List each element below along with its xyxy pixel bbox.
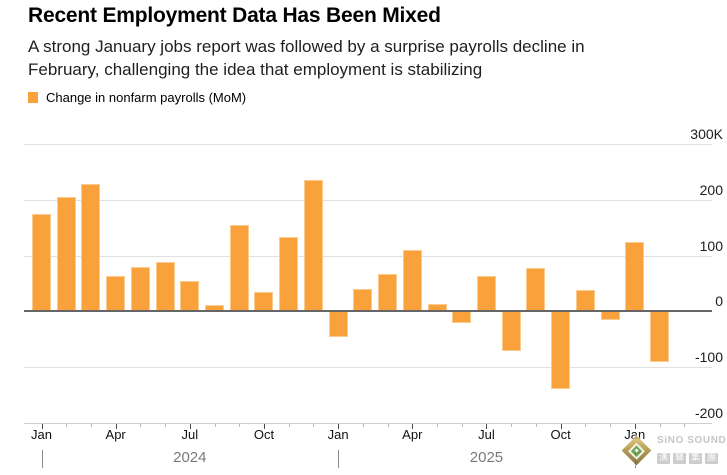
bar-jan-2025 xyxy=(328,311,348,338)
x-axis-tick xyxy=(288,423,290,427)
x-axis-tick xyxy=(362,423,364,427)
subtitle-line-1: A strong January jobs report was followe… xyxy=(28,37,585,56)
gridline-100 xyxy=(24,255,712,257)
x-axis-label-oct-9: Oct xyxy=(253,427,275,442)
bar-nov-2025 xyxy=(575,289,595,312)
x-axis-tick xyxy=(263,423,265,429)
bar-nov-2024 xyxy=(279,236,299,312)
x-axis-tick xyxy=(338,423,340,429)
bar-jul-2024 xyxy=(180,281,200,312)
bar-feb-2026 xyxy=(650,311,669,362)
legend: Change in nonfarm payrolls (MoM) xyxy=(28,90,727,105)
bar-aug-2025 xyxy=(501,311,521,351)
bar-dec-2024 xyxy=(303,180,323,312)
x-axis-label-oct-21: Oct xyxy=(550,427,571,442)
legend-label: Change in nonfarm payrolls (MoM) xyxy=(46,90,247,105)
watermark-chinese-char: 集 xyxy=(689,453,703,464)
bar-sep-2025 xyxy=(526,268,546,312)
x-axis-tick xyxy=(239,423,241,427)
watermark-chinese-char: 團 xyxy=(705,453,719,464)
chart-header: Recent Employment Data Has Been Mixed A … xyxy=(28,4,727,105)
x-axis-tick xyxy=(412,423,414,429)
year-divider xyxy=(338,450,340,468)
x-axis-tick xyxy=(90,423,92,427)
bar-jan-2026 xyxy=(625,241,645,312)
gridline-200 xyxy=(24,199,712,201)
subtitle-line-2: February, challenging the idea that empl… xyxy=(28,60,483,79)
y-axis-label-300K: 300K xyxy=(690,126,723,142)
y-axis-label-200: 200 xyxy=(699,181,723,198)
x-axis-tick xyxy=(511,423,513,427)
bar-feb-2025 xyxy=(353,289,373,312)
x-axis-tick xyxy=(610,423,612,427)
gridline--100 xyxy=(24,367,712,369)
bar-sep-2024 xyxy=(229,224,249,312)
diamond-center-dot xyxy=(633,447,639,453)
x-axis-tick xyxy=(585,423,587,427)
x-axis-label-jul-6: Jul xyxy=(181,427,199,442)
bar-feb-2024 xyxy=(56,197,76,312)
x-axis-tick xyxy=(313,423,315,427)
x-axis-tick xyxy=(214,423,216,427)
diamond-outer xyxy=(621,435,651,465)
x-axis-tick xyxy=(684,423,686,427)
x-axis-tick xyxy=(115,423,117,429)
x-axis-tick xyxy=(140,423,142,427)
bar-jun-2025 xyxy=(452,311,472,323)
x-axis-label-jan-12: Jan xyxy=(327,427,349,442)
sino-sound-watermark: SiNO SOUND 漢聲集團 xyxy=(618,431,726,469)
x-axis-tick xyxy=(486,423,488,429)
bar-chart: 300K 200 100 0 -100 -200 Jan Apr Jul Oct Jan Apr Jul… xyxy=(0,120,727,475)
x-axis-tick xyxy=(66,423,68,427)
zero-baseline xyxy=(24,310,712,313)
y-axis-label-0: 0 xyxy=(715,293,723,310)
bar-oct-2024 xyxy=(254,292,274,312)
x-axis-tick xyxy=(41,423,43,429)
bar-mar-2024 xyxy=(81,184,101,312)
chart-subtitle: A strong January jobs report was followe… xyxy=(28,35,727,81)
watermark-chinese-char: 聲 xyxy=(673,453,687,464)
bar-jul-2025 xyxy=(476,275,496,312)
bar-mar-2025 xyxy=(378,274,398,312)
x-axis-tick xyxy=(387,423,389,427)
gridline-300K xyxy=(24,144,712,145)
bar-oct-2025 xyxy=(551,311,571,389)
x-axis-tick xyxy=(461,423,463,427)
x-axis-label-jan-0: Jan xyxy=(31,427,52,442)
diamond-ring xyxy=(627,441,645,459)
x-axis-tick xyxy=(437,423,439,427)
x-axis-label-apr-15: Apr xyxy=(402,427,423,442)
watermark-chinese-name: 漢聲集團 xyxy=(657,447,726,465)
y-axis-label--200: -200 xyxy=(694,405,723,421)
x-axis-tick xyxy=(634,423,636,429)
bar-jan-2024 xyxy=(32,213,51,312)
x-axis-tick xyxy=(560,423,562,429)
y-axis-label-100: 100 xyxy=(699,237,723,254)
sino-sound-diamond-logo-icon xyxy=(618,431,654,469)
x-axis-tick xyxy=(659,423,661,427)
watermark-name: SiNO SOUND xyxy=(657,435,727,446)
x-axis-tick xyxy=(165,423,167,427)
bar-apr-2025 xyxy=(402,250,422,312)
bar-dec-2025 xyxy=(600,311,620,320)
diamond-green-core xyxy=(630,444,642,456)
watermark-chinese-char: 漢 xyxy=(657,453,671,464)
y-axis-label--100: -100 xyxy=(694,349,723,366)
year-label-2024: 2024 xyxy=(173,449,207,466)
x-axis-tick xyxy=(535,423,537,427)
x-axis-label-jul-18: Jul xyxy=(478,427,495,442)
watermark-text: SiNO SOUND 漢聲集團 xyxy=(657,435,726,465)
year-label-2025: 2025 xyxy=(469,449,504,466)
bar-apr-2024 xyxy=(106,275,126,312)
bar-jun-2024 xyxy=(155,262,175,312)
year-divider xyxy=(41,450,43,468)
x-axis-tick xyxy=(189,423,191,429)
legend-swatch-icon xyxy=(28,92,38,103)
chart-title: Recent Employment Data Has Been Mixed xyxy=(28,4,441,27)
x-axis-label-apr-3: Apr xyxy=(105,427,126,442)
gridline--200 xyxy=(24,423,712,424)
bar-may-2024 xyxy=(130,267,150,312)
